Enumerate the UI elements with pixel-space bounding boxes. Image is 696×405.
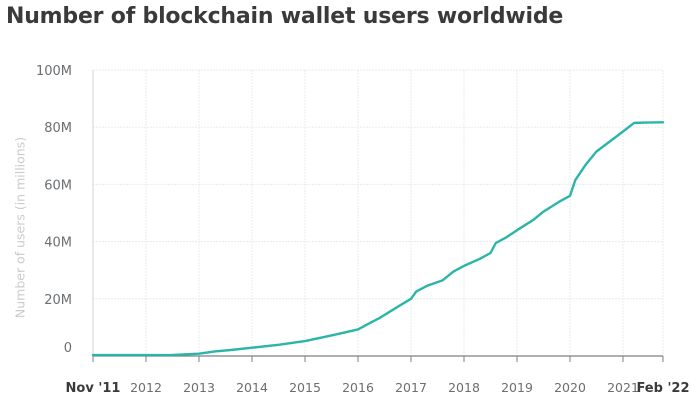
chart-title: Number of blockchain wallet users worldw…: [6, 4, 564, 29]
x-tick-label: Nov '11: [66, 381, 121, 396]
x-tick-label: 2021: [607, 380, 639, 395]
x-tick-label: 2020: [554, 380, 586, 395]
y-tick-label: 20M: [44, 293, 72, 308]
y-tick-label: 100M: [36, 64, 72, 79]
x-tick-label: 2019: [501, 380, 533, 395]
x-tick-label: 2015: [289, 380, 321, 395]
x-tick-label: 2018: [448, 380, 480, 395]
x-tick-label: 2012: [130, 380, 162, 395]
series-line: [91, 121, 665, 357]
x-tick-label: 2014: [236, 380, 268, 395]
y-tick-label: 60M: [44, 178, 72, 193]
y-tick-label: 80M: [44, 121, 72, 136]
x-tick-label: 2013: [183, 380, 215, 395]
x-tick-label: 2016: [342, 380, 374, 395]
y-tick-label: 40M: [44, 236, 72, 251]
y-tick-label: 0: [64, 341, 72, 356]
x-tick-label: Feb '22: [636, 381, 689, 396]
x-tick-label: 2017: [395, 380, 427, 395]
